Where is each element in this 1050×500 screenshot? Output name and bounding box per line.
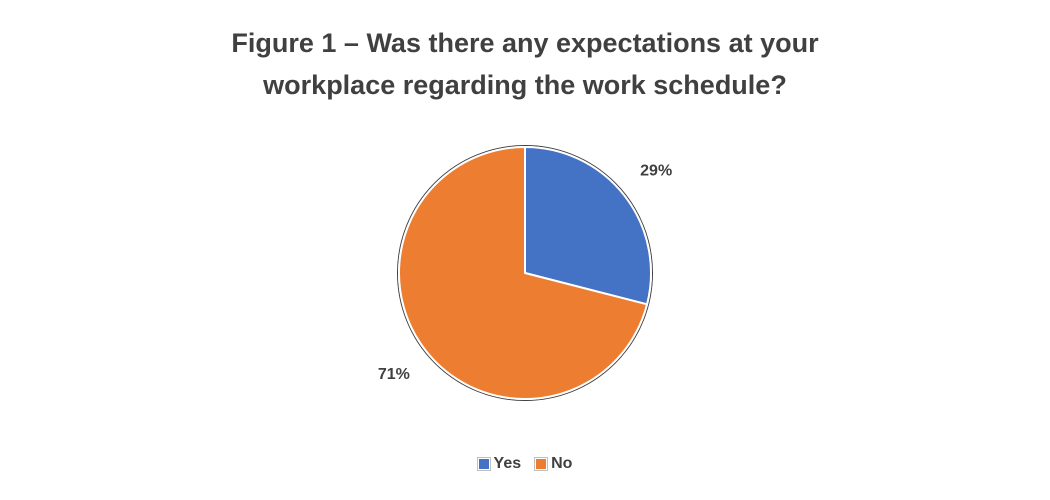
legend-swatch-yes bbox=[476, 457, 491, 471]
legend: Yes No bbox=[0, 455, 1050, 473]
chart-title-line-2: workplace regarding the work schedule? bbox=[263, 70, 787, 100]
legend-item-yes: Yes bbox=[476, 455, 522, 473]
pie-slice-no bbox=[398, 145, 649, 400]
data-label-no: 71% bbox=[378, 366, 410, 383]
pie-outline bbox=[397, 145, 653, 401]
legend-swatch-no bbox=[534, 457, 549, 471]
chart-title-line-1: Figure 1 – Was there any expectations at… bbox=[231, 28, 819, 58]
chart-title: Figure 1 – Was there any expectations at… bbox=[0, 22, 1050, 106]
legend-item-no: No bbox=[534, 455, 573, 473]
data-label-yes: 29% bbox=[640, 162, 672, 179]
legend-label-yes: Yes bbox=[493, 455, 522, 472]
pie-slice-yes bbox=[524, 145, 652, 306]
pie-data-labels: 29% 71% bbox=[378, 162, 672, 383]
pie-slices bbox=[397, 145, 653, 401]
legend-label-no: No bbox=[551, 455, 573, 472]
